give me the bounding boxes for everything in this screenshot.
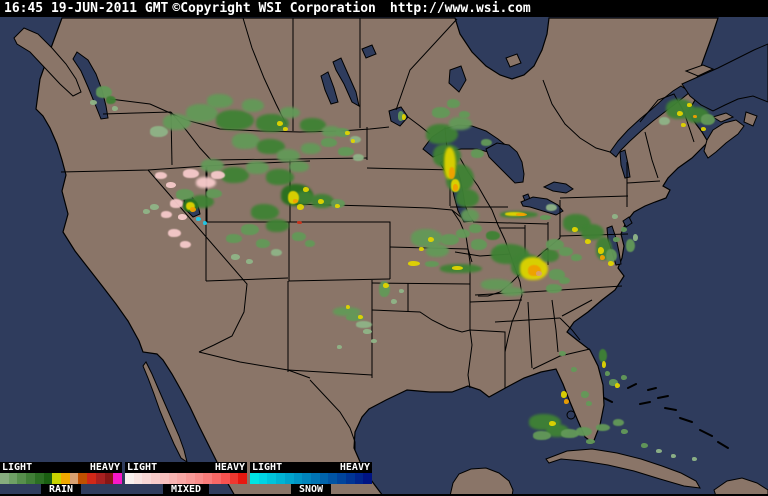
legend-color-segment (258, 473, 268, 484)
legend-color-segment (95, 473, 105, 484)
snow-heavy-label: HEAVY (339, 462, 370, 473)
nova-scotia (703, 119, 745, 159)
bahamas-islands (603, 383, 729, 449)
legend-color-segment (125, 473, 134, 484)
legend-color-segment (113, 473, 123, 484)
baja-peninsula (142, 361, 188, 464)
status-bar: 16:45 19-JUN-2011 GMT ©Copyright WSI Corp… (0, 0, 768, 17)
legend-color-segment (17, 473, 27, 484)
legend-color-segment (267, 473, 277, 484)
legend-color-segment (78, 473, 88, 484)
cape-breton (743, 111, 758, 127)
lake-okeechobee (566, 410, 576, 420)
mixed-heavy-label: HEAVY (214, 462, 245, 473)
lake-nipigon (448, 65, 467, 93)
legend-color-segment (212, 473, 221, 484)
mixed-color-scale (125, 473, 248, 484)
vancouver-island (13, 27, 82, 97)
legend-panel-mixed: LIGHT HEAVY MIXED (125, 462, 248, 495)
legend-color-segment (61, 473, 70, 484)
legend-color-segment (276, 473, 285, 484)
legend-color-segment (26, 473, 35, 484)
legend-color-segment (151, 473, 160, 484)
mixed-label: MIXED (162, 484, 210, 495)
snow-label: SNOW (290, 484, 332, 495)
rain-intensity-labels: LIGHT HEAVY (0, 462, 122, 473)
legend-panel-snow: LIGHT HEAVY SNOW (250, 462, 373, 495)
legend-color-segment (284, 473, 294, 484)
legend-color-segment (142, 473, 152, 484)
snow-intensity-labels: LIGHT HEAVY (250, 462, 372, 473)
legend-color-segment (250, 473, 259, 484)
legend-color-segment (229, 473, 239, 484)
website-url: http://www.wsi.com (389, 1, 531, 16)
legend-color-segment (194, 473, 204, 484)
copyright-text: ©Copyright WSI Corporation (172, 1, 376, 16)
timestamp: 16:45 19-JUN-2011 GMT (4, 1, 169, 16)
snow-light-label: LIGHT (252, 462, 283, 473)
mixed-light-label: LIGHT (127, 462, 158, 473)
snow-color-scale (250, 473, 373, 484)
legend-color-segment (133, 473, 143, 484)
legend-color-segment (0, 473, 9, 484)
cuba (545, 448, 701, 489)
hispaniola (713, 477, 768, 496)
legend-color-segment (345, 473, 355, 484)
lake-manitoba (320, 71, 339, 105)
delaware-bay (622, 216, 633, 228)
rain-label: RAIN (40, 484, 82, 495)
legend-color-segment (186, 473, 195, 484)
legend-color-segment (363, 473, 373, 484)
legend-color-segment (337, 473, 346, 484)
prince-edward-island (711, 112, 735, 123)
legend-color-segment (293, 473, 303, 484)
legend-color-segment (159, 473, 169, 484)
legend-color-segment (43, 473, 53, 484)
legend-color-segment (319, 473, 329, 484)
legend-color-segment (311, 473, 320, 484)
legend-color-segment (177, 473, 187, 484)
anticosti-island (684, 64, 715, 77)
lake-huron (485, 142, 525, 184)
legend-color-segment (8, 473, 18, 484)
yucatan (449, 467, 514, 496)
hudson-bay-island (505, 53, 522, 68)
legend-color-segment (302, 473, 312, 484)
legend-color-segment (34, 473, 44, 484)
lake-winnipeg (332, 57, 360, 107)
legend-color-segment (328, 473, 338, 484)
gulf-of-st-lawrence (681, 43, 768, 112)
rain-heavy-label: HEAVY (89, 462, 120, 473)
legend-panel-rain: LIGHT HEAVY RAIN (0, 462, 123, 495)
lake-ontario (542, 181, 574, 194)
legend-color-segment (220, 473, 230, 484)
bottom-border (0, 494, 768, 496)
precip-legend: LIGHT HEAVY RAIN LIGHT HEAVY MIXED LIGHT… (0, 462, 373, 495)
puget-sound (72, 51, 109, 120)
mixed-intensity-labels: LIGHT HEAVY (125, 462, 247, 473)
legend-color-segment (203, 473, 213, 484)
legend-color-segment (87, 473, 96, 484)
rain-light-label: LIGHT (2, 462, 33, 473)
legend-color-segment (168, 473, 178, 484)
small-lake (361, 44, 377, 59)
legend-color-segment (238, 473, 248, 484)
legend-color-segment (354, 473, 364, 484)
legend-color-segment (104, 473, 114, 484)
rain-color-scale (0, 473, 123, 484)
legend-color-segment (69, 473, 79, 484)
legend-color-segment (52, 473, 62, 484)
